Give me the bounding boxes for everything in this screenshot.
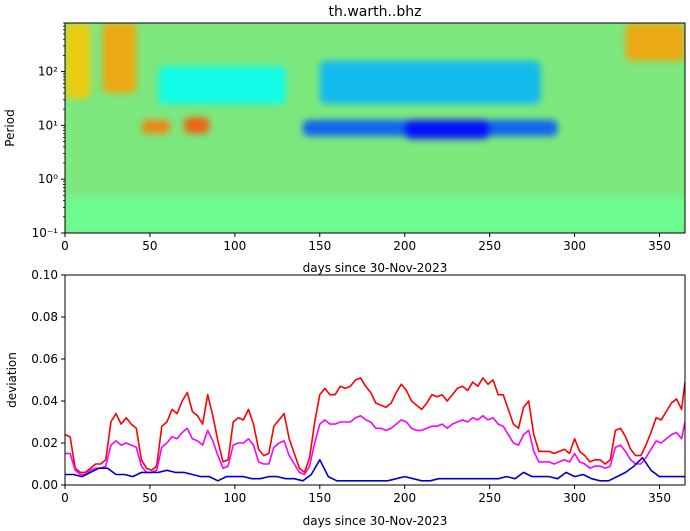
heatmap-panel: th.warth..bhz 0 50 100 150 200 250 300 350 10⁻¹…: [3, 4, 686, 275]
heatmap-region-5: [319, 60, 541, 104]
deviation-x-axis-label: days since 30-Nov-2023: [303, 514, 448, 528]
heatmap-y-tick-label: 10²: [38, 65, 58, 79]
heatmap-x-tick-label: 50: [142, 239, 157, 253]
deviation-panel: 0 50 100 150 200 250 300 350 0.00 0.02 0.04 0.06 0.…: [5, 268, 686, 528]
heatmap-x-tick-label: 100: [223, 239, 246, 253]
deviation-y-tick-label: 0.08: [31, 310, 58, 324]
heatmap-region-0: [65, 23, 91, 99]
heatmap-x-tick-label: 250: [478, 239, 501, 253]
heatmap-x-tick-label: 0: [61, 239, 69, 253]
deviation-y-tick-label: 0.06: [31, 352, 58, 366]
heatmap-region-7: [404, 120, 490, 139]
heatmap-region-4: [625, 23, 685, 61]
heatmap-x-tick-label: 350: [648, 239, 671, 253]
heatmap-region-9: [65, 195, 685, 233]
deviation-x-tick-label: 100: [223, 491, 246, 505]
deviation-series-line-2: [65, 456, 685, 482]
heatmap-x-axis-label: days since 30-Nov-2023: [303, 261, 448, 275]
deviation-frame: [64, 274, 686, 486]
heatmap-title: th.warth..bhz: [329, 4, 422, 20]
heatmap-y-axis-label: Period: [3, 109, 17, 146]
deviation-x-tick-label: 0: [61, 491, 69, 505]
deviation-y-tick-label: 0.04: [31, 394, 58, 408]
heatmap-region-3: [183, 117, 210, 134]
heatmap-x-tick-label: 150: [308, 239, 331, 253]
deviation-y-tick-label: 0.10: [31, 268, 58, 282]
deviation-series-line-1: [65, 414, 685, 476]
deviation-x-tick-label: 250: [478, 491, 501, 505]
deviation-x-tick-label: 200: [393, 491, 416, 505]
deviation-x-tick-label: 350: [648, 491, 671, 505]
deviation-y-axis-label: deviation: [5, 352, 19, 408]
deviation-series-line-0: [65, 377, 685, 474]
deviation-y-tick-label: 0.02: [31, 436, 58, 450]
heatmap-region-8: [158, 66, 286, 104]
deviation-x-tick-label: 300: [563, 491, 586, 505]
heatmap-region-2: [141, 120, 171, 134]
heatmap-y-tick-label: 10¹: [38, 118, 58, 132]
heatmap-x-tick-label: 200: [393, 239, 416, 253]
deviation-plot-area: [65, 275, 685, 485]
deviation-y-tick-label: 0.00: [31, 478, 58, 492]
heatmap-y-tick-label: 10⁰: [38, 172, 58, 186]
heatmap-y-tick-label: 10⁻¹: [32, 226, 59, 240]
heatmap-x-tick-label: 300: [563, 239, 586, 253]
heatmap-region-1: [102, 23, 137, 94]
deviation-x-tick-label: 150: [308, 491, 331, 505]
deviation-x-tick-label: 50: [142, 491, 157, 505]
